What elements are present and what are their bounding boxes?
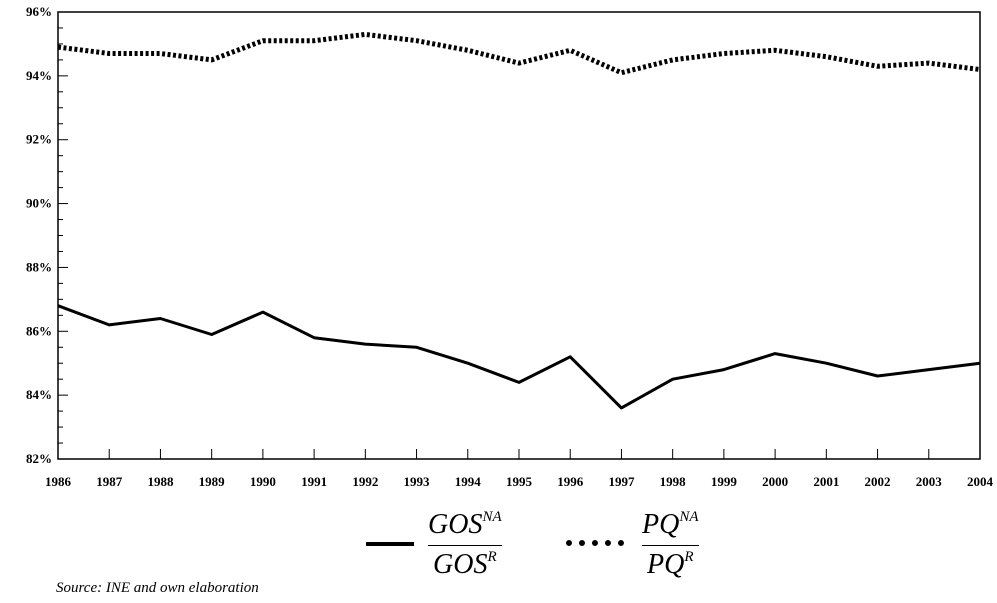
- x-tick-label: 1986: [45, 474, 72, 489]
- y-tick-label: 90%: [26, 196, 52, 211]
- x-tick-label: 1995: [506, 474, 533, 489]
- x-tick-label: 1988: [147, 474, 174, 489]
- y-tick-label: 88%: [26, 259, 52, 274]
- y-axis-labels: 82% 84% 86% 88% 90% 92% 94% 96%: [26, 4, 52, 466]
- x-tick-label: 1997: [608, 474, 635, 489]
- line-chart: 1986 1987 1988 1989 1990 1991 1992 1993 1994 1995…: [26, 4, 994, 489]
- x-axis-labels: 1986 1987 1988 1989 1990 1991 1992 1993 1994 1995…: [45, 474, 994, 489]
- x-tick-label: 2001: [813, 474, 839, 489]
- x-tick-label: 2000: [762, 474, 788, 489]
- x-tick-label: 1998: [660, 474, 687, 489]
- x-tick-label: 1991: [301, 474, 327, 489]
- x-tick-label: 2004: [967, 474, 994, 489]
- legend: GOSNA GOSR PQNA PQR: [0, 500, 997, 603]
- x-tick-label: 1994: [455, 474, 482, 489]
- x-tick-label: 2003: [916, 474, 943, 489]
- x-tick-label: 1987: [96, 474, 123, 489]
- x-tick-label: 1989: [199, 474, 226, 489]
- y-tick-label: 84%: [26, 387, 52, 402]
- x-tick-label: 1999: [711, 474, 738, 489]
- y-tick-label: 82%: [26, 451, 52, 466]
- legend-dotted-line-swatch: [566, 540, 624, 546]
- series-lines: [57, 31, 981, 410]
- x-tick-label: 2002: [865, 474, 891, 489]
- y-tick-label: 94%: [26, 68, 52, 83]
- legend-solid-line-swatch: [366, 542, 414, 546]
- y-tick-label: 96%: [26, 4, 52, 19]
- y-tick-label: 86%: [26, 323, 52, 338]
- x-tick-label: 1996: [557, 474, 584, 489]
- x-tick-label: 1993: [404, 474, 431, 489]
- legend-pq-fraction: PQNA PQR: [642, 509, 699, 580]
- axis-ticks: [57, 11, 981, 460]
- plot-area: [57, 11, 981, 460]
- y-tick-label: 92%: [26, 132, 52, 147]
- x-tick-label: 1992: [352, 474, 378, 489]
- legend-gos-fraction: GOSNA GOSR: [428, 509, 502, 580]
- series-line-pq: [57, 31, 981, 76]
- series-line-gos: [57, 304, 981, 410]
- x-tick-label: 1990: [250, 474, 276, 489]
- source-note: Source: INE and own elaboration: [56, 580, 259, 596]
